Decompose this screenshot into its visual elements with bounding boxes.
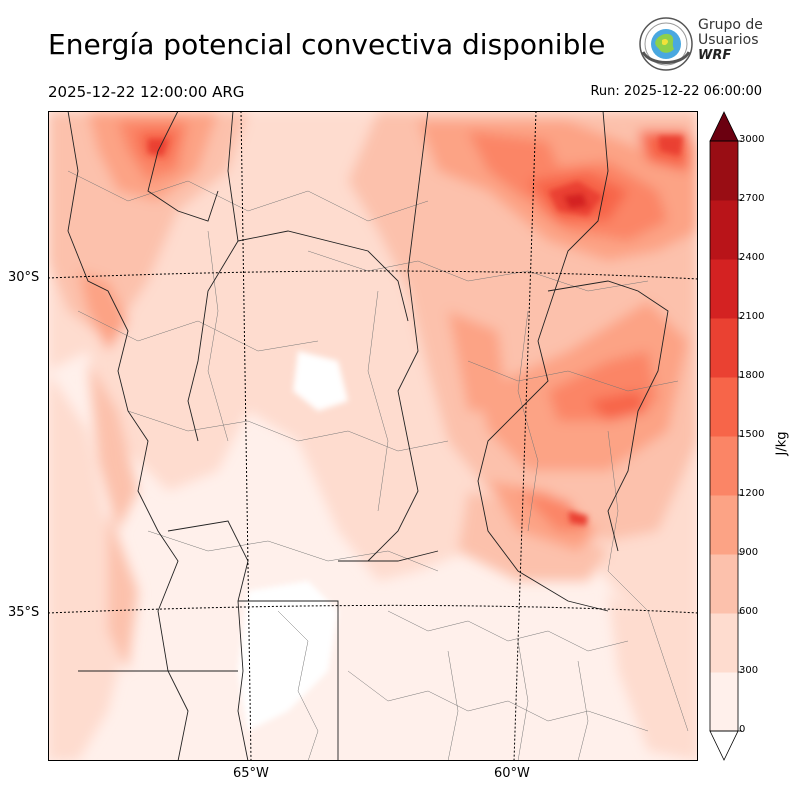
colorbar-tick-label: 2400: [739, 252, 765, 263]
colorbar-bin-3: [710, 495, 738, 555]
colorbar: [709, 111, 742, 761]
run-time: Run: 2025-12-22 06:00:00: [590, 84, 762, 99]
valid-time: 2025-12-22 12:00:00 ARG: [48, 83, 245, 101]
logo: Grupo de Usuarios WRF: [638, 16, 768, 74]
colorbar-tick-label: 2100: [739, 311, 765, 322]
colorbar-extend-min: [709, 730, 739, 761]
cape-map: [47, 110, 699, 762]
lon-label-60w: 60°W: [494, 766, 530, 781]
province-borders: [67, 110, 669, 762]
colorbar-bin-5: [710, 377, 738, 437]
graticule: [47, 110, 699, 762]
colorbar-bin-8: [710, 200, 738, 260]
lat-label-35s: 35°S: [8, 605, 40, 620]
colorbar-tick-label: 900: [739, 547, 759, 558]
colorbar-tick-label: 2700: [739, 193, 765, 204]
department-borders: [67, 170, 689, 762]
colorbar-unit: J/kg: [774, 431, 790, 456]
colorbar-tick-label: 3000: [739, 134, 765, 145]
colorbar-bin-9: [710, 141, 738, 201]
colorbar-tick-label: 1800: [739, 370, 765, 381]
logo-line-3: WRF: [698, 48, 732, 63]
lat-label-30s: 30°S: [8, 270, 40, 285]
colorbar-tick-label: 600: [739, 606, 759, 617]
cape-map-canvas: [47, 110, 699, 762]
colorbar-bin-6: [710, 318, 738, 378]
colorbar-extend-max: [709, 111, 739, 142]
colorbar-bin-4: [710, 436, 738, 496]
logo-line-2: Usuarios: [698, 32, 759, 48]
colorbar-bin-1: [710, 613, 738, 673]
colorbar-tick-label: 1200: [739, 488, 765, 499]
colorbar-tick-label: 300: [739, 665, 759, 676]
colorbar-bin-0: [710, 672, 738, 732]
globe-seal-icon: [639, 17, 693, 71]
logo-line-1: Grupo de: [698, 17, 763, 33]
colorbar-bin-2: [710, 554, 738, 614]
page-title: Energía potencial convectiva disponible: [48, 28, 606, 61]
lon-label-65w: 65°W: [233, 766, 269, 781]
colorbar-bin-7: [710, 259, 738, 319]
colorbar-tick-label: 1500: [739, 429, 765, 440]
colorbar-tick-label: 0: [739, 724, 746, 735]
